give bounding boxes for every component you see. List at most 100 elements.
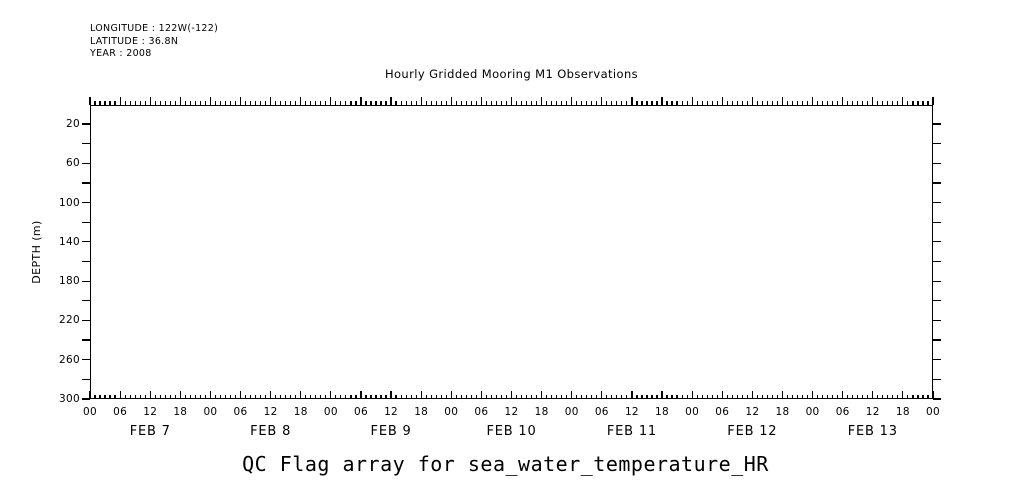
x-axis-day-label: FEB 13 xyxy=(847,424,898,439)
x-major-tick-top xyxy=(781,97,784,105)
y-major-tick-right xyxy=(933,201,941,204)
x-axis-hour-label: 18 xyxy=(293,406,308,418)
x-major-tick-top xyxy=(601,97,603,105)
y-axis-tick-label: 220 xyxy=(59,314,80,327)
x-major-tick-top xyxy=(119,97,121,105)
y-minor-tick-right xyxy=(933,260,941,263)
y-minor-tick-right xyxy=(933,300,941,302)
x-major-tick-top xyxy=(872,97,874,105)
y-axis-tick-label: 20 xyxy=(66,118,80,130)
x-major-tick-top xyxy=(149,97,151,105)
x-axis-hour-label: 06 xyxy=(715,406,730,418)
y-major-tick xyxy=(82,398,90,400)
y-minor-tick xyxy=(82,182,90,184)
x-axis-hour-label: 00 xyxy=(926,406,940,418)
y-major-tick xyxy=(82,201,90,204)
x-axis-hour-label: 18 xyxy=(655,406,670,418)
x-axis-day-label: FEB 7 xyxy=(129,424,171,439)
x-major-tick-top xyxy=(811,97,814,105)
x-axis-hour-label: 12 xyxy=(624,406,639,418)
x-axis-hour-label: 18 xyxy=(775,406,790,418)
x-axis-hour-label: 00 xyxy=(564,406,579,418)
x-axis-hour-label: 18 xyxy=(414,406,429,418)
y-major-tick-right xyxy=(933,398,941,400)
x-major-tick-top xyxy=(330,97,332,105)
y-minor-tick xyxy=(82,221,90,223)
x-axis-hour-label: 00 xyxy=(323,406,338,418)
y-axis-tick-label: 60 xyxy=(66,157,80,170)
x-axis-hour-label: 00 xyxy=(685,406,700,418)
y-minor-tick-right xyxy=(933,221,941,223)
x-axis-hour-label: 12 xyxy=(865,406,880,418)
y-axis-tick-label: 300 xyxy=(59,393,80,405)
y-axis-tick-label: 180 xyxy=(59,275,80,288)
x-major-tick-top xyxy=(691,97,693,105)
x-axis-hour-label: 00 xyxy=(83,406,97,418)
x-major-tick-top xyxy=(571,97,573,105)
y-minor-tick-right xyxy=(933,339,941,341)
y-major-tick xyxy=(82,241,90,243)
x-axis-hour-label: 12 xyxy=(504,406,519,418)
x-axis-hour-label: 06 xyxy=(113,406,128,418)
y-minor-tick xyxy=(82,339,90,341)
x-major-tick-top xyxy=(842,97,844,105)
x-major-tick-top xyxy=(179,97,181,105)
x-axis-hour-label: 18 xyxy=(534,406,549,418)
x-major-tick-top xyxy=(510,97,513,105)
y-major-tick-right xyxy=(933,162,941,164)
x-axis-hour-label: 00 xyxy=(444,406,459,418)
y-major-tick xyxy=(82,280,90,282)
x-axis-hour-label: 06 xyxy=(474,406,489,418)
y-minor-tick xyxy=(82,378,90,380)
x-major-tick-top xyxy=(932,97,934,105)
x-major-tick-top xyxy=(902,97,904,105)
plot-title: Hourly Gridded Mooring M1 Observations xyxy=(0,67,1009,81)
plot-area xyxy=(90,105,933,399)
x-axis-day-label: FEB 11 xyxy=(606,424,657,439)
x-axis-day-label: FEB 12 xyxy=(727,424,778,439)
y-minor-tick xyxy=(82,143,90,145)
x-axis-hour-label: 18 xyxy=(895,406,910,418)
x-axis-hour-label: 12 xyxy=(143,406,158,418)
x-axis-day-label: FEB 9 xyxy=(370,424,412,439)
plot-title-text: Hourly Gridded Mooring M1 Observations xyxy=(384,67,639,81)
metadata-latitude: LATITUDE : 36.8N xyxy=(90,35,179,47)
metadata-year: YEAR : 2008 xyxy=(90,48,152,59)
x-axis-hour-label: 12 xyxy=(263,406,278,418)
x-major-tick-top xyxy=(270,97,272,105)
y-axis-tick-label: 100 xyxy=(59,196,80,209)
x-major-tick-top xyxy=(751,97,753,105)
x-major-tick-top xyxy=(450,97,452,105)
x-axis-hour-label: 00 xyxy=(203,406,218,418)
x-major-tick-top xyxy=(89,97,91,105)
y-major-tick xyxy=(82,319,90,322)
x-axis-hour-label: 18 xyxy=(173,406,188,418)
y-minor-tick-right xyxy=(933,378,941,380)
x-axis-hour-label: 06 xyxy=(233,406,248,418)
y-major-tick-right xyxy=(933,359,941,361)
x-axis-day-label: FEB 10 xyxy=(486,424,537,439)
y-minor-tick-right xyxy=(933,182,941,184)
x-major-tick-top xyxy=(390,97,392,105)
station-metadata: LONGITUDE : 122W(-122) LATITUDE : 36.8N … xyxy=(90,23,218,61)
figure-caption-text: QC Flag array for sea_water_temperature_… xyxy=(242,452,769,476)
x-axis-hour-label: 06 xyxy=(353,406,368,418)
x-major-tick-top xyxy=(480,97,482,105)
y-major-tick xyxy=(82,123,90,125)
x-axis-hour-label: 12 xyxy=(745,406,760,418)
y-minor-tick xyxy=(82,300,90,302)
x-axis-day-label: FEB 8 xyxy=(250,424,292,439)
x-axis-hour-label: 06 xyxy=(835,406,850,418)
x-major-tick-top xyxy=(721,97,723,105)
y-minor-tick xyxy=(82,260,90,263)
x-major-tick-top xyxy=(300,97,302,105)
x-major-tick-top xyxy=(541,97,543,105)
y-major-tick-right xyxy=(933,280,941,282)
y-minor-tick-right xyxy=(933,143,941,145)
x-major-tick-top xyxy=(661,97,663,105)
y-major-tick-right xyxy=(933,319,941,322)
y-major-tick-right xyxy=(933,241,941,243)
x-axis-hour-label: 00 xyxy=(805,406,820,418)
y-major-tick xyxy=(82,359,90,361)
x-major-tick-top xyxy=(631,97,633,105)
